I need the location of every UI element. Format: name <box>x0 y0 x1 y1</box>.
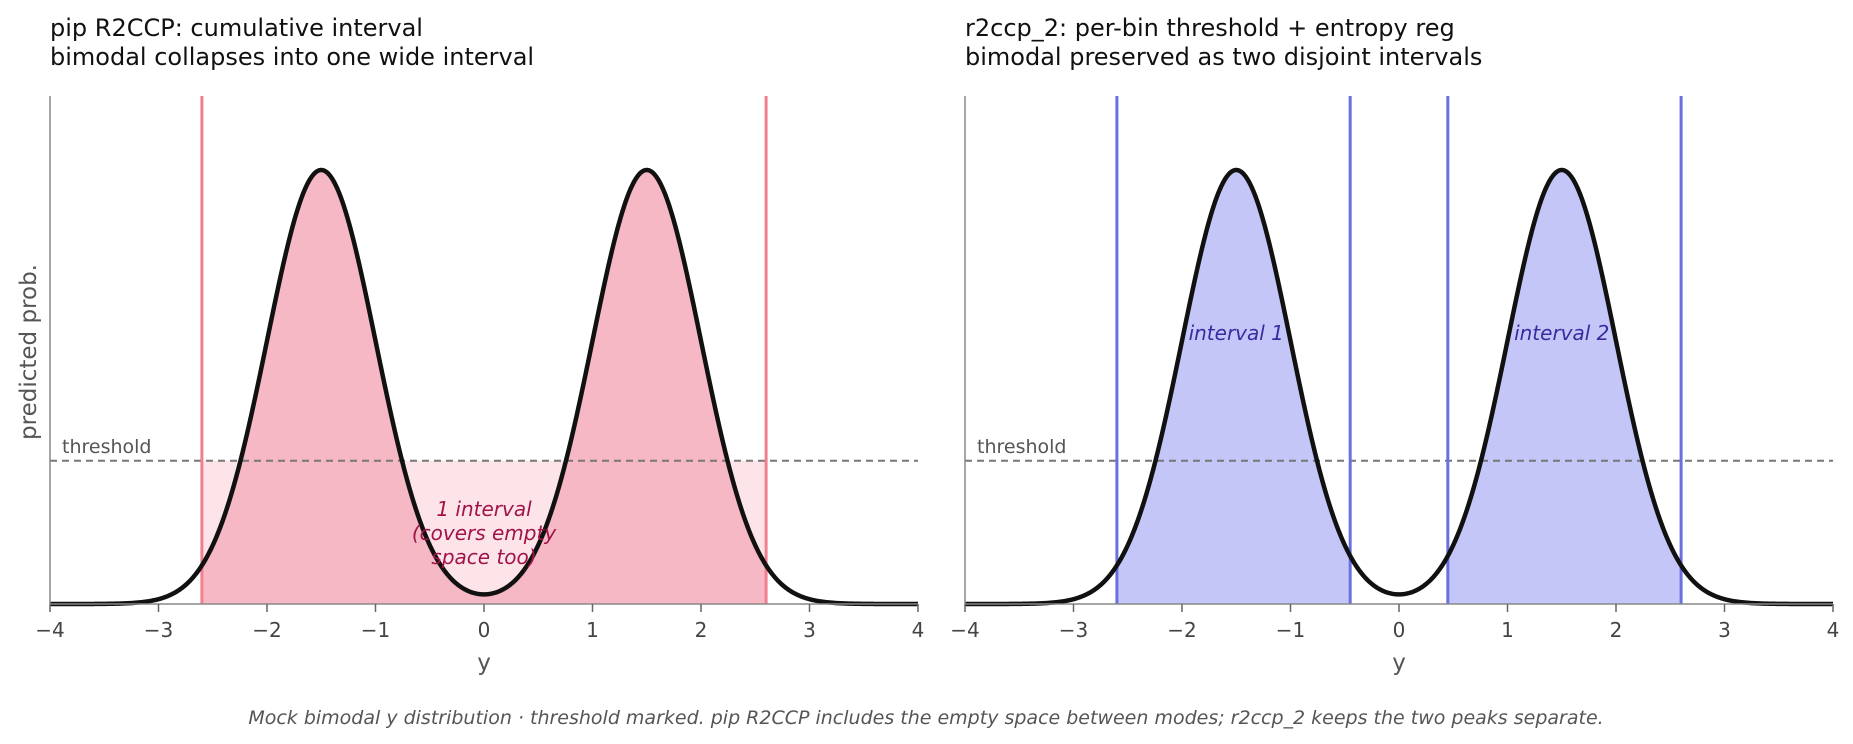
figure-caption: Mock bimodal y distribution · threshold … <box>248 707 1603 729</box>
left-title-line-1: pip R2CCP: cumulative interval <box>50 14 423 42</box>
left-annotation-line-3: space too) <box>431 545 536 569</box>
right-x-tick-label-8: 4 <box>1827 618 1840 642</box>
right-x-tick-label-6: 2 <box>1610 618 1623 642</box>
left-x-tick-label-5: 1 <box>586 618 599 642</box>
left-x-tick-label-7: 3 <box>803 618 816 642</box>
left-x-tick-label-2: −2 <box>252 618 281 642</box>
left-threshold-label: threshold <box>62 436 151 458</box>
right-density-curve <box>964 167 1834 607</box>
left-x-tick-label-3: −1 <box>361 618 390 642</box>
left-x-tick-label-6: 2 <box>695 618 708 642</box>
right-threshold-label: threshold <box>977 436 1066 458</box>
right-interval-fill-1 <box>1116 170 1351 604</box>
right-title-line-1: r2ccp_2: per-bin threshold + entropy reg <box>965 14 1455 42</box>
right-x-tick-label-7: 3 <box>1718 618 1731 642</box>
right-x-tick-label-3: −1 <box>1276 618 1305 642</box>
right-interval-fill-2 <box>1447 170 1682 604</box>
left-x-tick-label-0: −4 <box>35 618 64 642</box>
left-density-curve <box>49 167 919 607</box>
right-x-tick-label-1: −3 <box>1059 618 1088 642</box>
right-x-tick-label-2: −2 <box>1167 618 1196 642</box>
right-interval-label-2: interval 2 <box>1514 321 1609 345</box>
left-x-tick-label-4: 0 <box>478 618 491 642</box>
y-axis-label: predicted prob. <box>16 264 42 440</box>
left-interval-fill-1 <box>201 170 767 604</box>
right-interval-label-1: interval 1 <box>1189 321 1284 345</box>
left-plot-area: threshold −4 −3 −2 −1 0 1 2 3 4 1 interval(covers … <box>35 96 924 642</box>
right-title-line-2: bimodal preserved as two disjoint interv… <box>965 43 1482 71</box>
left-x-axis-label: y <box>477 650 491 676</box>
left-annotation-line-1: 1 interval <box>436 497 532 521</box>
left-x-tick-label-1: −3 <box>144 618 173 642</box>
right-x-axis-label: y <box>1392 650 1406 676</box>
panel-pip-r2ccp: pip R2CCP: cumulative interval bimodal c… <box>16 14 924 676</box>
right-x-tick-label-0: −4 <box>950 618 979 642</box>
right-plot-area: threshold −4 −3 −2 −1 0 1 2 3 4 interval 1 interval… <box>950 96 1839 642</box>
panel-r2ccp-2: r2ccp_2: per-bin threshold + entropy reg… <box>950 14 1839 676</box>
left-title-line-2: bimodal collapses into one wide interval <box>50 43 534 71</box>
right-x-tick-label-4: 0 <box>1393 618 1406 642</box>
right-x-tick-label-5: 1 <box>1501 618 1514 642</box>
left-x-tick-label-8: 4 <box>912 618 925 642</box>
left-annotation-line-2: (covers empty <box>412 521 558 545</box>
